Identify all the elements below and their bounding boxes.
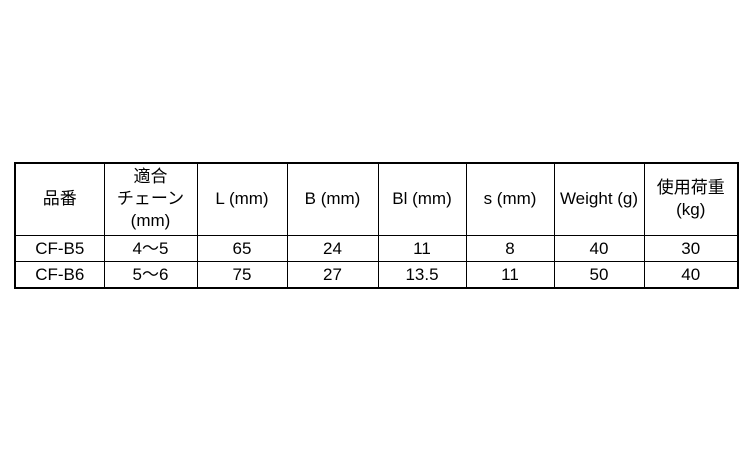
cell-compatible-chain: 5〜6 [103,260,198,288]
table-row-cf-b5: CF-B5 4〜5 65 24 11 8 40 30 [14,234,739,262]
header-text: (kg) [676,200,706,220]
cell-working-load: 30 [643,234,739,262]
header-text: (mm) [130,211,171,231]
spec-table: 品番 適合 チェーン (mm) L (mm) B (mm) Bl (mm) s [14,162,739,289]
table-row-cf-b6: CF-B6 5〜6 75 27 13.5 11 50 40 [14,260,739,288]
cell-part-number: CF-B6 [14,260,105,288]
header-s-mm: s (mm) [465,162,555,236]
header-bl-mm: Bl (mm) [377,162,467,236]
cell-weight-g: 50 [553,260,645,288]
header-text: s (mm) [483,189,537,209]
cell-bl-mm: 11 [377,234,467,262]
cell-b-mm: 24 [286,234,379,262]
header-text: チェーン [116,189,185,209]
header-part-number: 品番 [14,162,105,236]
cell-compatible-chain: 4〜5 [103,234,198,262]
header-working-load: 使用荷重 (kg) [643,162,739,236]
cell-l-mm: 75 [196,260,288,288]
header-l-mm: L (mm) [196,162,288,236]
cell-working-load: 40 [643,260,739,288]
cell-s-mm: 11 [465,260,555,288]
cell-s-mm: 8 [465,234,555,262]
header-text: Weight (g) [559,189,639,209]
header-text: 適合 [133,167,168,187]
cell-bl-mm: 13.5 [377,260,467,288]
header-text: Bl (mm) [392,189,452,209]
header-compatible-chain: 適合 チェーン (mm) [103,162,198,236]
cell-part-number: CF-B5 [14,234,105,262]
header-text: 品番 [42,189,77,209]
header-text: 使用荷重 [656,178,725,198]
header-text: B (mm) [304,189,361,209]
cell-weight-g: 40 [553,234,645,262]
cell-b-mm: 27 [286,260,379,288]
header-b-mm: B (mm) [286,162,379,236]
cell-l-mm: 65 [196,234,288,262]
header-text: L (mm) [215,189,269,209]
header-row: 品番 適合 チェーン (mm) L (mm) B (mm) Bl (mm) s [14,162,739,236]
header-weight-g: Weight (g) [553,162,645,236]
